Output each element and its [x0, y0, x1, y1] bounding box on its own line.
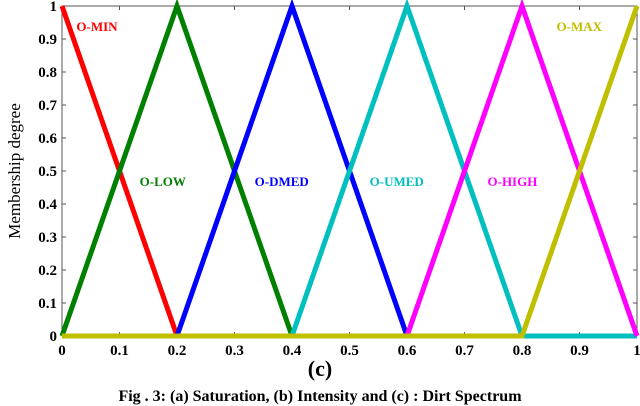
series-label-o-dmed: O-DMED: [255, 174, 309, 189]
series-label-o-min: O-MIN: [76, 19, 118, 34]
y-tick-label: 0.4: [38, 197, 57, 213]
x-tick-label: 0.3: [225, 343, 244, 359]
tick-labels: 0 0.1 0.2 0.3 0.4 0.5 0.6 0.7 0.8 0.9 1 0 0.1 0.2 0.3 0…: [38, 0, 640, 359]
series-label-o-umed: O-UMED: [370, 174, 424, 189]
y-tick-label: 0: [50, 329, 58, 345]
x-tick-label: 0.1: [110, 343, 129, 359]
y-tick-label: 0.1: [38, 296, 57, 312]
series-label-o-max: O-MAX: [557, 19, 603, 34]
y-tick-label: 0.6: [38, 131, 57, 147]
x-tick-label: 0.9: [570, 343, 589, 359]
x-tick-label: 0.8: [513, 343, 532, 359]
x-tick-label: 0.7: [455, 343, 474, 359]
series-line-o-max: [62, 5, 640, 339]
y-tick-label: 1: [50, 0, 58, 15]
series-labels: O-MIN O-LOW O-DMED O-UMED O-HIGH O-MAX: [76, 19, 602, 189]
y-tick-label: 0.2: [38, 263, 57, 279]
x-tick-label: 1: [633, 343, 640, 359]
y-tick-label: 0.3: [38, 230, 57, 246]
plot-series: [59, 0, 640, 339]
series-label-o-low: O-LOW: [140, 174, 186, 189]
x-tick-label: 0.5: [340, 343, 359, 359]
x-tick-label: 0.6: [398, 343, 417, 359]
figure-caption: Fig . 3: (a) Saturation, (b) Intensity a…: [118, 388, 522, 405]
y-tick-label: 0.7: [38, 98, 57, 114]
y-tick-label: 0.8: [38, 65, 57, 81]
x-tick-label: 0: [58, 343, 66, 359]
y-tick-label: 0.9: [38, 32, 57, 48]
x-tick-label: 0.2: [168, 343, 187, 359]
panel-label: (c): [307, 356, 333, 381]
series-line-o-umed: [62, 0, 637, 339]
y-tick-label: 0.5: [38, 164, 57, 180]
y-axis-label: Membership degree: [5, 103, 24, 238]
x-tick-label: 0.4: [283, 343, 302, 359]
series-label-o-high: O-HIGH: [488, 174, 538, 189]
